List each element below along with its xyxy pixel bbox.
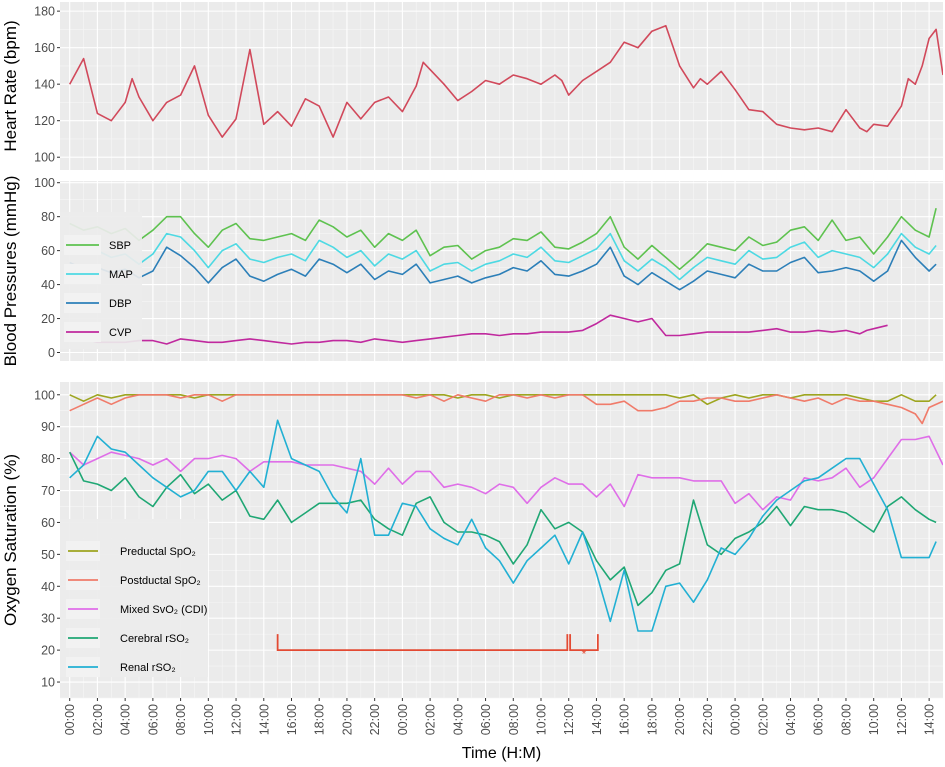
y-tick-label: 60 <box>41 516 55 530</box>
y-tick-label: 100 <box>34 151 55 165</box>
y-tick-label: 80 <box>41 210 55 224</box>
panel-background <box>60 2 943 170</box>
series-line-cerebral-rso- <box>68 451 937 607</box>
legend-label: Cerebral rSO₂ <box>120 633 189 645</box>
legend-label: DBP <box>109 298 132 310</box>
y-tick-label: 40 <box>41 278 55 292</box>
x-tick-label: 20:00 <box>340 704 354 735</box>
series-line-map <box>69 232 937 281</box>
series-line-dbp <box>69 239 937 291</box>
y-tick-label: 140 <box>34 78 55 92</box>
x-tick-label: 12:00 <box>230 704 244 735</box>
series-line-sbp <box>69 208 937 271</box>
y-axis-title: Blood Pressures (mmHg) <box>1 176 20 367</box>
x-tick-label: 16:00 <box>618 704 632 735</box>
x-tick-label: 22:00 <box>701 704 715 735</box>
x-tick-label: 00:00 <box>396 704 410 735</box>
significance-marker: * <box>582 647 587 661</box>
panel-oxygen-saturation: 10 20 30 40 50 60 70 80 90 100 Oxygen Saturation (… <box>1 382 943 699</box>
series-line-heart-rate <box>68 24 943 138</box>
x-tick-label: 22:00 <box>368 704 382 735</box>
legend-label: Mixed SvO₂ (CDI) <box>120 604 207 616</box>
x-tick-label: 18:00 <box>645 704 659 735</box>
significance-bracket: * <box>276 634 599 661</box>
legend: SBP MAP DBP CVP <box>60 212 142 349</box>
x-tick-label: 08:00 <box>839 704 853 735</box>
x-axis-title: Time (H:M) <box>462 745 541 762</box>
legend-label: Renal rSO₂ <box>120 662 176 674</box>
x-tick-label: 00:00 <box>729 704 743 735</box>
y-tick-label: 0 <box>48 346 55 360</box>
y-tick-label: 100 <box>34 176 55 190</box>
series-group <box>69 208 937 345</box>
y-tick-label: 80 <box>41 452 55 466</box>
x-tick-label: 14:00 <box>923 704 937 735</box>
series-line-mixed-svo-cdi- <box>69 435 943 511</box>
bracket-line <box>569 634 599 652</box>
y-axis-title: Oxygen Saturation (%) <box>1 454 20 626</box>
panels: 100 120 140 160 180 Heart Rate (bpm) 0 20 40 60 80… <box>1 2 943 699</box>
y-tick-label: 180 <box>34 5 55 19</box>
legend-label: CVP <box>109 327 132 339</box>
x-tick-label: 16:00 <box>285 704 299 735</box>
legend: Preductal SpO₂ Postductal SpO₂ Mixed SvO₂ … <box>60 519 208 677</box>
series-line-renal-rso- <box>69 419 937 632</box>
x-tick-label: 14:00 <box>590 704 604 735</box>
x-tick-label: 20:00 <box>673 704 687 735</box>
x-tick-label: 10:00 <box>867 704 881 735</box>
x-tick-label: 06:00 <box>479 704 493 735</box>
x-tick-label: 02:00 <box>424 704 438 735</box>
y-tick-label: 10 <box>41 676 55 690</box>
panel-background <box>60 181 943 361</box>
y-tick-label: 40 <box>41 580 55 594</box>
x-tick-label: 02:00 <box>756 704 770 735</box>
x-tick-label: 04:00 <box>119 704 133 735</box>
y-tick-label: 50 <box>41 548 55 562</box>
x-tick-label: 06:00 <box>146 704 160 735</box>
y-axis-title: Heart Rate (bpm) <box>1 20 20 151</box>
x-tick-label: 08:00 <box>174 704 188 735</box>
series-line-postductal-spo- <box>69 394 943 425</box>
legend-label: MAP <box>109 269 133 281</box>
x-tick-label: 04:00 <box>451 704 465 735</box>
y-tick-label: 20 <box>41 312 55 326</box>
x-tick-label: 00:00 <box>63 704 77 735</box>
panel-heart-rate: 100 120 140 160 180 Heart Rate (bpm) <box>1 2 943 170</box>
x-tick-label: 04:00 <box>784 704 798 735</box>
panel-blood-pressure: 0 20 40 60 80 100 Blood Pressures (mmHg) SBP MAP… <box>1 176 943 367</box>
x-tick-label: 10:00 <box>535 704 549 735</box>
series-line-cvp <box>69 314 888 345</box>
x-tick-label: 12:00 <box>562 704 576 735</box>
legend-label: SBP <box>109 240 131 252</box>
y-tick-label: 160 <box>34 41 55 55</box>
y-tick-label: 90 <box>41 420 55 434</box>
x-tick-label: 02:00 <box>91 704 105 735</box>
y-tick-label: 100 <box>34 388 55 402</box>
y-tick-label: 70 <box>41 484 55 498</box>
x-tick-label: 10:00 <box>202 704 216 735</box>
y-tick-label: 20 <box>41 644 55 658</box>
legend-label: Postductal SpO₂ <box>120 575 201 587</box>
bracket-line <box>276 634 569 652</box>
series-group <box>68 394 943 632</box>
x-tick-label: 06:00 <box>812 704 826 735</box>
y-tick-label: 30 <box>41 612 55 626</box>
legend-label: Preductal SpO₂ <box>120 546 196 558</box>
y-tick-label: 60 <box>41 244 55 258</box>
x-tick-label: 14:00 <box>257 704 271 735</box>
series-group <box>68 24 943 138</box>
x-tick-label: 08:00 <box>507 704 521 735</box>
series-line-preductal-spo- <box>69 394 937 406</box>
x-tick-label: 12:00 <box>895 704 909 735</box>
x-axis: 00:00 02:00 04:00 06:00 08:00 10:00 12:00 14:00… <box>63 698 937 735</box>
x-tick-label: 18:00 <box>313 704 327 735</box>
y-tick-label: 120 <box>34 114 55 128</box>
